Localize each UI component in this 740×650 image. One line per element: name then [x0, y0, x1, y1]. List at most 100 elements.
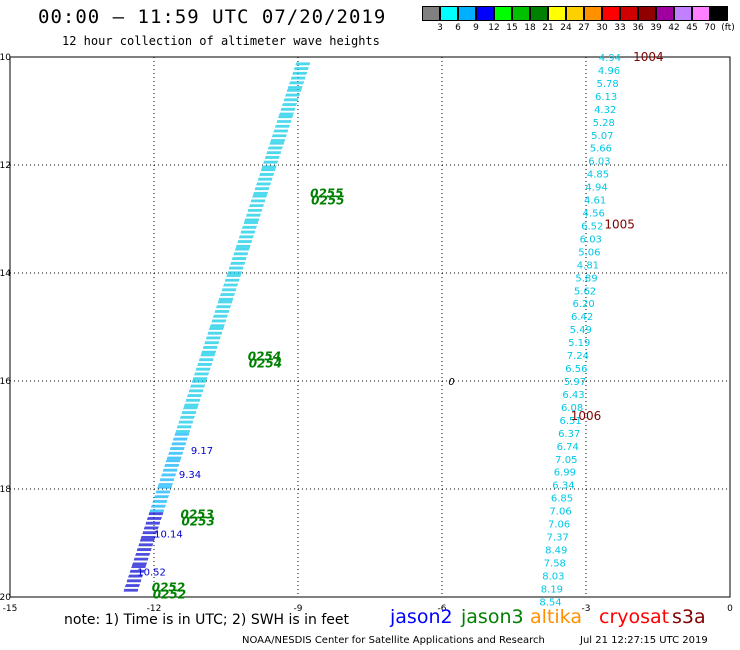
- track-b-swh-label: 8.49: [545, 545, 567, 556]
- legend-swatch: [512, 6, 530, 21]
- track-a-swath: [290, 62, 301, 89]
- track-a-swath: [199, 353, 210, 381]
- track-a-swath: [244, 221, 255, 248]
- track-a-swath: [205, 353, 216, 381]
- track-a-swath: [216, 300, 226, 328]
- track-a-swath: [181, 406, 191, 433]
- track-a-swath: [274, 115, 284, 142]
- legend-label: 70: [704, 23, 716, 33]
- track-a-swath: [281, 88, 291, 116]
- track-a-swath: [185, 379, 195, 407]
- track-a-swath: [177, 432, 188, 460]
- legend-label: 30: [596, 23, 608, 33]
- track-a-swath: [167, 459, 177, 486]
- legend-swatch: [602, 6, 620, 21]
- track-b-swh-label: 4.85: [587, 170, 609, 181]
- track-a-swath: [257, 168, 267, 195]
- track-a-swath: [187, 379, 197, 407]
- track-b-swh-label: 6.51: [560, 416, 582, 427]
- legend-unit: (ft): [721, 23, 735, 33]
- track-a-swath: [201, 326, 211, 354]
- track-a-swath: [268, 141, 279, 169]
- track-b-swh-label: 5.07: [591, 131, 613, 142]
- track-a-swath: [255, 194, 265, 222]
- legend-label: 33: [614, 23, 626, 33]
- track-a-swath: [218, 273, 229, 301]
- track-a-swath: [229, 273, 240, 301]
- center-marker: 0: [448, 377, 454, 388]
- track-b-swh-label: 7.37: [547, 533, 569, 544]
- track-b-swh-label: 6.56: [565, 364, 587, 375]
- track-a-swath: [162, 485, 172, 513]
- track-a-swath: [239, 221, 250, 248]
- track-a-swath: [289, 88, 299, 116]
- track-b-swh-label: 4.94: [599, 53, 621, 64]
- legend-label: 9: [473, 23, 479, 33]
- track-a-swath: [236, 221, 247, 248]
- track-a-swath: [214, 300, 224, 328]
- track-a-swath: [275, 115, 285, 142]
- track-a-swath: [227, 273, 238, 301]
- lon-tick-label: -6: [438, 604, 447, 614]
- track-a-swath: [143, 538, 153, 566]
- track-a-swath: [286, 88, 296, 116]
- track-a-swath: [288, 88, 298, 116]
- track-a-swath: [165, 459, 175, 486]
- track-a-swath: [136, 538, 146, 566]
- track-a-swath: [267, 141, 278, 169]
- track-a-swath: [257, 194, 267, 222]
- track-a-swath: [256, 168, 266, 195]
- track-a-swath: [224, 273, 235, 301]
- track-b-swh-label: 6.85: [551, 494, 573, 505]
- track-b-swh-label: 6.08: [561, 403, 583, 414]
- track-a-swath: [232, 247, 242, 275]
- track-a-swath: [217, 300, 227, 328]
- track-a-swath: [160, 459, 170, 486]
- track-a-swath: [194, 353, 205, 381]
- track-b-swh-label: 4.96: [598, 66, 620, 77]
- legend-swatch: [494, 6, 512, 21]
- legend-swatch: [692, 6, 710, 21]
- track-a-swath: [219, 273, 230, 301]
- track-a-swath: [164, 459, 174, 486]
- lat-tick-label: -16: [0, 377, 11, 387]
- track-a-swath: [263, 168, 273, 195]
- track-a-swath: [193, 379, 203, 407]
- track-b-swh-label: 4.56: [583, 209, 605, 220]
- track-a-swath: [240, 247, 250, 275]
- track-a-swath: [183, 406, 193, 433]
- pressure-label: 1005: [604, 217, 635, 231]
- legend-swatch: [656, 6, 674, 21]
- track-a-swath: [265, 141, 276, 169]
- time-label-shadow: 0255: [311, 193, 344, 207]
- track-a-swath: [184, 379, 194, 407]
- track-a-swath: [195, 353, 206, 381]
- track-a-swath: [197, 353, 208, 381]
- track-a-swath: [182, 406, 192, 433]
- timestamp-text: Jul 21 12:27:15 UTC 2019: [580, 635, 708, 646]
- track-b-swh-label: 6.13: [595, 92, 617, 103]
- pressure-label: 1004: [633, 50, 664, 64]
- track-a-swath: [140, 512, 151, 539]
- track-b-swh-label: 5.28: [593, 118, 615, 129]
- track-a-swath: [127, 565, 138, 592]
- legend-swatch: [584, 6, 602, 21]
- track-a-swath: [124, 565, 135, 592]
- track-a-swath: [210, 326, 220, 354]
- track-b-swh-label: 8.03: [542, 571, 564, 582]
- track-a-swath: [272, 115, 282, 142]
- track-a-swath: [159, 459, 169, 486]
- track-a-swath: [292, 88, 302, 116]
- track-a-swath: [176, 406, 186, 433]
- track-a-swath: [296, 62, 307, 89]
- track-a-swath: [126, 565, 137, 592]
- track-a-swath: [166, 459, 176, 486]
- legend-label: 12: [488, 23, 500, 33]
- track-a-swath: [125, 565, 136, 592]
- track-a-swath: [200, 353, 211, 381]
- track-a-swath: [291, 62, 302, 89]
- time-label-shadow: 0254: [249, 356, 282, 370]
- track-a-swath: [202, 326, 212, 354]
- track-a-swath: [282, 115, 292, 142]
- track-a-swath: [262, 141, 273, 169]
